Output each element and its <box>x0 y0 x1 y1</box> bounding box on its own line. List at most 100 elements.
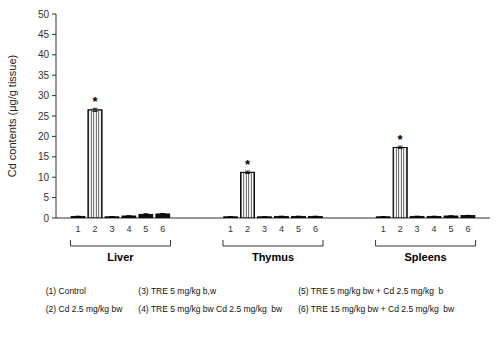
bracket-end <box>375 240 376 246</box>
y-tick-label: 5 <box>43 192 49 203</box>
annotation: * <box>398 132 404 147</box>
error-cap <box>313 216 318 217</box>
error-bar <box>313 216 318 217</box>
error-bar <box>126 215 131 216</box>
y-axis-label: Cd contents (μg/g tissue) <box>6 55 18 178</box>
bar <box>393 147 407 218</box>
bracket-end <box>70 240 71 246</box>
x-tick-label: 1 <box>381 224 386 234</box>
y-tick-label: 0 <box>43 213 49 224</box>
y-tick-label: 35 <box>38 70 50 81</box>
error-bar <box>465 215 470 216</box>
error-cap <box>465 215 470 216</box>
plot-area <box>71 108 475 218</box>
x-tick-label: 6 <box>313 224 318 234</box>
x-axis-line <box>56 218 490 219</box>
y-tick-label: 40 <box>38 49 50 60</box>
x-tick-label: 5 <box>449 224 454 234</box>
y-tick-label: 30 <box>38 90 50 101</box>
error-cap <box>109 216 114 217</box>
x-tick-label: 1 <box>228 224 233 234</box>
bar <box>105 217 119 218</box>
bar <box>224 217 238 218</box>
error-cap <box>262 216 267 217</box>
error-cap <box>279 216 284 217</box>
y-tick <box>52 177 56 178</box>
x-tick-label: 6 <box>465 224 470 234</box>
error-cap <box>228 216 233 217</box>
error-bar <box>228 216 233 217</box>
error-bar <box>160 213 165 215</box>
error-cap <box>296 216 301 217</box>
x-tick-label: 2 <box>245 224 250 234</box>
group-bracket <box>376 240 476 246</box>
error-cap <box>160 214 165 215</box>
y-tick-label: 20 <box>38 131 50 142</box>
error-cap <box>143 214 148 215</box>
error-bar <box>279 216 284 217</box>
bar <box>88 110 102 218</box>
x-tick-label: 6 <box>160 224 165 234</box>
error-cap <box>126 216 131 217</box>
legend-note: (4) TRE 5 mg/kg bw Cd 2.5 mg/kg bw <box>138 304 283 314</box>
error-cap <box>279 216 284 217</box>
y-tick-label: 50 <box>38 9 50 20</box>
bar <box>156 214 170 218</box>
bar <box>139 214 153 218</box>
bar <box>275 216 289 218</box>
y-tick-label: 25 <box>38 111 50 122</box>
error-cap <box>415 216 420 217</box>
error-cap <box>76 216 81 217</box>
error-bar <box>381 216 386 217</box>
error-bar <box>109 216 114 217</box>
error-cap <box>76 216 81 217</box>
y-tick <box>52 136 56 137</box>
x-tick-label: 1 <box>76 224 81 234</box>
bar <box>122 216 136 218</box>
y-tick <box>52 34 56 35</box>
error-cap <box>381 216 386 217</box>
bracket-end <box>170 240 171 246</box>
y-tick-label: 10 <box>38 172 50 183</box>
error-cap <box>415 216 420 217</box>
bracket-line <box>70 246 170 247</box>
error-cap <box>296 216 301 217</box>
error-bar <box>449 215 454 216</box>
y-tick <box>52 218 56 219</box>
error-bar <box>262 216 267 217</box>
error-cap <box>109 216 114 217</box>
error-cap <box>449 216 454 217</box>
y-tick <box>52 116 56 117</box>
bar <box>291 216 305 218</box>
group-label: Thymus <box>252 251 294 263</box>
y-tick <box>52 14 56 15</box>
x-tick-label: 5 <box>296 224 301 234</box>
x-tick-label: 4 <box>432 224 437 234</box>
bar-hatch <box>241 172 255 218</box>
error-cap <box>92 111 97 112</box>
y-tick <box>52 54 56 55</box>
error-cap <box>126 215 131 216</box>
error-bar <box>296 216 301 217</box>
bracket-line <box>376 246 476 247</box>
bracket-line <box>223 246 323 247</box>
y-tick <box>52 95 56 96</box>
x-tick-label: 2 <box>398 224 403 234</box>
bracket-end <box>475 240 476 246</box>
x-tick-label: 3 <box>262 224 267 234</box>
error-cap <box>381 216 386 217</box>
x-tick-label: 4 <box>279 224 284 234</box>
x-tick-label: 4 <box>126 224 131 234</box>
bar <box>376 217 390 218</box>
x-tick-label: 2 <box>92 224 97 234</box>
bar <box>461 216 475 218</box>
bracket-end <box>222 240 223 246</box>
error-cap <box>143 213 148 214</box>
bar <box>308 216 322 218</box>
bar <box>427 216 441 218</box>
error-cap <box>160 213 165 214</box>
group-label: Spleens <box>404 251 446 263</box>
legend-note: (1) Control <box>46 286 86 296</box>
x-tick-label: 3 <box>109 224 114 234</box>
legend-note: (6) TRE 15 mg/kg bw + Cd 2.5 mg/kg bw <box>298 304 455 314</box>
